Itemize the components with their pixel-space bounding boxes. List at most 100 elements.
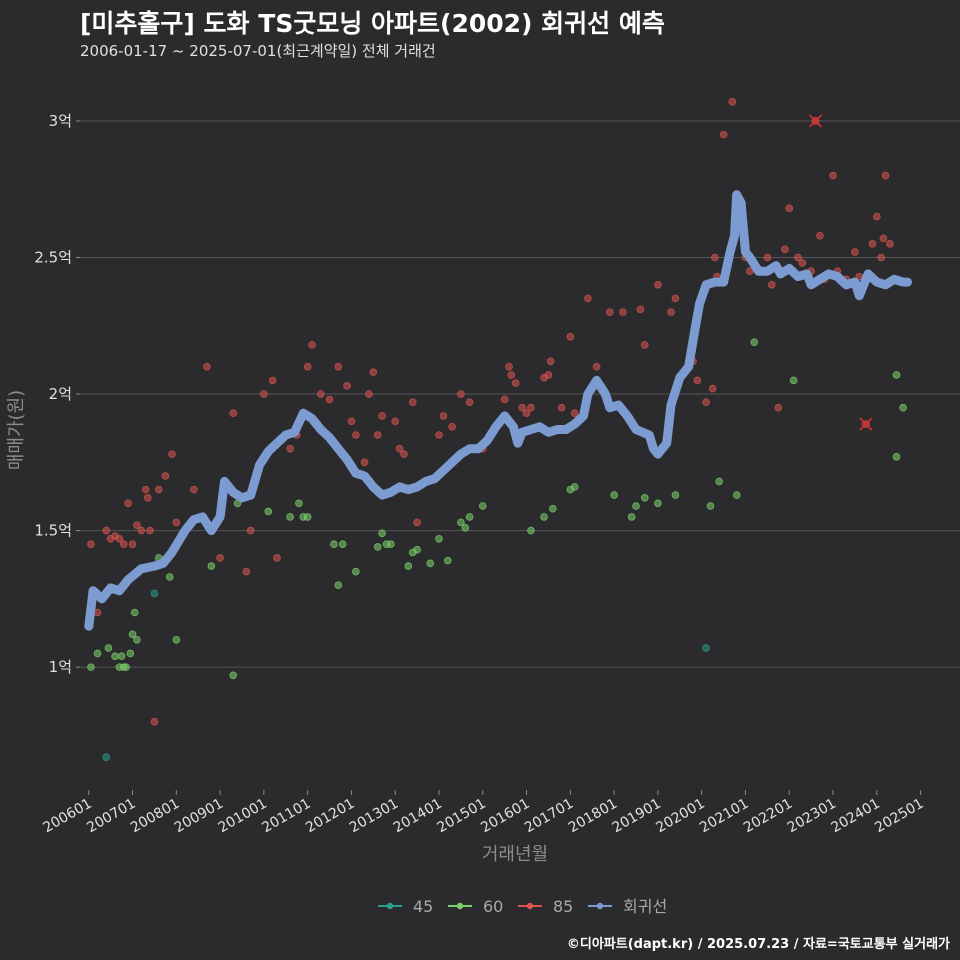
data-point-60	[295, 499, 303, 508]
data-point-60	[93, 649, 102, 658]
data-point-60	[404, 562, 413, 570]
x-tick-label: 201301	[347, 796, 401, 837]
data-point-85	[570, 409, 579, 417]
data-point-60	[457, 518, 465, 527]
x-tick-label: 202301	[785, 796, 839, 837]
y-axis-ticks: 1억 1.5억 2억 2.5억 3억	[34, 112, 80, 676]
data-point-85	[881, 171, 890, 180]
data-point-85	[115, 534, 124, 543]
legend-label: 회귀선	[623, 897, 667, 916]
data-point-85	[767, 281, 776, 289]
x-tick-label: 201801	[566, 796, 620, 837]
x-tick-label: 201401	[391, 796, 445, 837]
data-point-85	[352, 431, 360, 439]
x-tick-label: 200801	[128, 796, 182, 837]
data-point-60	[789, 376, 798, 385]
data-point-85	[360, 458, 369, 467]
data-point-60	[133, 636, 141, 644]
data-point-60	[303, 513, 312, 521]
data-point-85	[268, 376, 277, 385]
data-point-60	[165, 573, 174, 581]
legend-swatch-dot	[596, 902, 604, 910]
data-point-85	[391, 417, 400, 426]
data-point-85	[408, 398, 417, 407]
data-point-85	[636, 305, 645, 314]
data-point-60	[632, 502, 640, 510]
data-point-85	[584, 294, 592, 303]
data-point-60	[527, 526, 535, 535]
chart-title: [미추홀구] 도화 TS굿모닝 아파트(2002) 회귀선 예측	[80, 9, 665, 38]
data-point-60	[207, 562, 216, 570]
data-point-85	[343, 382, 351, 390]
data-point-60	[172, 636, 181, 644]
data-point-85	[260, 390, 268, 398]
data-point-85	[794, 253, 802, 262]
data-point-85	[141, 485, 150, 494]
data-point-60	[706, 502, 715, 510]
x-tick-label: 201201	[303, 796, 357, 837]
data-point-85	[373, 431, 382, 439]
data-point-85	[671, 294, 680, 303]
x-tick-label: 200701	[84, 796, 138, 837]
data-point-85	[172, 518, 181, 527]
x-tick-label: 201901	[610, 796, 664, 837]
data-point-85	[851, 248, 859, 256]
data-point-85	[457, 390, 465, 398]
data-point-85	[605, 308, 614, 316]
data-point-85	[168, 450, 176, 458]
data-point-85	[395, 444, 404, 453]
data-point-60	[478, 502, 487, 510]
data-point-85	[369, 368, 378, 376]
cancelled-markers	[808, 114, 873, 431]
data-point-85	[774, 403, 783, 412]
data-point-85	[365, 390, 373, 398]
y-tick-label: 2.5억	[34, 249, 72, 267]
y-tick-label: 1.5억	[34, 522, 72, 540]
data-point-85	[886, 240, 894, 248]
data-point-60	[461, 524, 470, 532]
data-point-85	[505, 362, 513, 371]
data-point-85	[522, 409, 531, 417]
data-point-85	[229, 409, 238, 417]
x-tick-label: 200601	[40, 796, 94, 837]
data-point-85	[400, 450, 408, 458]
data-point-85	[119, 540, 128, 549]
data-point-85	[654, 281, 662, 289]
data-point-85	[546, 357, 555, 366]
data-point-60	[443, 556, 452, 565]
legend-label: 60	[483, 897, 503, 916]
data-point-60	[549, 504, 557, 513]
data-point-85	[124, 499, 132, 508]
data-point-85	[566, 332, 575, 341]
data-point-85	[334, 362, 343, 371]
gridlines	[80, 120, 960, 668]
data-point-60	[128, 630, 137, 639]
data-point-85	[592, 362, 601, 371]
data-point-60	[373, 543, 382, 551]
x-tick-label: 202101	[697, 796, 751, 837]
x-tick-label: 202201	[741, 796, 795, 837]
data-point-85	[448, 423, 456, 431]
data-point-85	[316, 390, 325, 398]
data-point-85	[161, 472, 170, 480]
data-point-60	[330, 540, 338, 549]
data-point-85	[557, 403, 566, 412]
data-point-85	[879, 234, 888, 243]
data-point-60	[130, 608, 139, 617]
data-point-85	[877, 253, 885, 262]
data-point-60	[899, 403, 907, 412]
data-point-85	[128, 540, 137, 549]
data-point-85	[500, 395, 509, 404]
x-tick-label: 200901	[172, 796, 226, 837]
data-point-85	[544, 371, 553, 379]
data-point-45	[102, 753, 111, 762]
source-credit: ©디아파트(dapt.kr) / 2025.07.23 / 자료=국토교통부 실…	[566, 937, 950, 952]
legend-swatch-dot	[456, 902, 464, 910]
data-point-45	[150, 589, 159, 598]
data-point-85	[640, 341, 649, 349]
data-point-60	[286, 513, 294, 521]
x-tick-label: 201001	[216, 796, 270, 837]
data-point-60	[334, 581, 343, 589]
data-point-60	[87, 663, 95, 671]
data-point-85	[518, 403, 526, 412]
